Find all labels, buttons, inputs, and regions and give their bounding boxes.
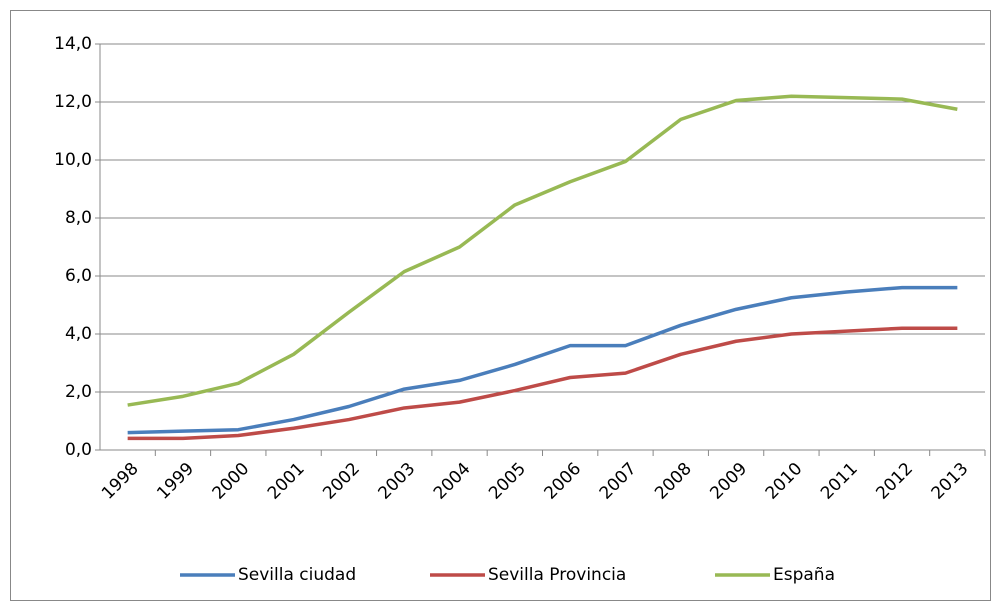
series-line	[127, 94, 958, 407]
legend-label: Sevilla Provincia	[488, 565, 626, 585]
y-tick-label: 8,0	[65, 208, 92, 228]
y-tick-label: 4,0	[65, 324, 92, 344]
y-tick-label: 6,0	[65, 266, 92, 286]
series-line	[127, 326, 958, 441]
y-tick-label: 2,0	[65, 382, 92, 402]
legend-label: Sevilla ciudad	[238, 565, 356, 585]
y-tick-label: 12,0	[54, 92, 92, 112]
series-line	[127, 285, 958, 435]
y-tick-label: 0,0	[65, 440, 92, 460]
legend-label: España	[773, 565, 835, 585]
y-tick-label: 10,0	[54, 150, 92, 170]
y-tick-label: 14,0	[54, 34, 92, 54]
chart-border	[10, 10, 991, 601]
